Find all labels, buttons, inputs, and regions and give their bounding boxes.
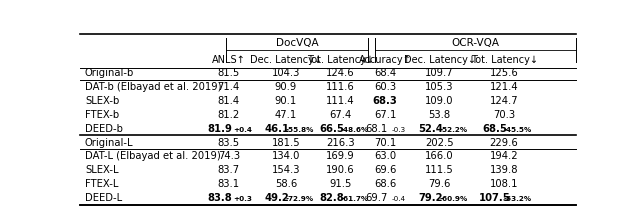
Text: Tot. Latency↓: Tot. Latency↓ <box>470 55 538 65</box>
Text: 90.9: 90.9 <box>275 82 297 92</box>
Text: SLEX-L: SLEX-L <box>85 165 118 175</box>
Text: SLEX-b: SLEX-b <box>85 96 119 106</box>
Text: DAT-L (Elbayad et al. 2019): DAT-L (Elbayad et al. 2019) <box>85 152 221 161</box>
Text: 46.1: 46.1 <box>264 124 289 134</box>
Text: 68.1: 68.1 <box>365 124 387 134</box>
Text: -0.4: -0.4 <box>392 196 406 202</box>
Text: 69.7: 69.7 <box>365 193 387 203</box>
Text: -0.3: -0.3 <box>392 127 406 133</box>
Text: 216.3: 216.3 <box>326 138 355 148</box>
Text: 83.7: 83.7 <box>218 165 240 175</box>
Text: DEED-L: DEED-L <box>85 193 122 203</box>
Text: 66.5: 66.5 <box>319 124 344 134</box>
Text: 111.6: 111.6 <box>326 82 355 92</box>
Text: 166.0: 166.0 <box>426 152 454 161</box>
Text: 91.5: 91.5 <box>329 179 351 189</box>
Text: -61.7%: -61.7% <box>340 196 369 202</box>
Text: 105.3: 105.3 <box>426 82 454 92</box>
Text: -48.6%: -48.6% <box>340 127 369 133</box>
Text: Accuracy↑: Accuracy↑ <box>358 55 412 65</box>
Text: 81.4: 81.4 <box>218 96 240 106</box>
Text: 58.6: 58.6 <box>275 179 297 189</box>
Text: -72.9%: -72.9% <box>285 196 314 202</box>
Text: 109.7: 109.7 <box>426 69 454 78</box>
Text: -52.2%: -52.2% <box>440 127 468 133</box>
Text: DAT-b (Elbayad et al. 2019): DAT-b (Elbayad et al. 2019) <box>85 82 221 92</box>
Text: 67.1: 67.1 <box>374 110 396 120</box>
Text: 154.3: 154.3 <box>271 165 300 175</box>
Text: 74.3: 74.3 <box>218 152 240 161</box>
Text: -53.2%: -53.2% <box>504 196 532 202</box>
Text: 190.6: 190.6 <box>326 165 355 175</box>
Text: -45.5%: -45.5% <box>504 127 532 133</box>
Text: 139.8: 139.8 <box>490 165 518 175</box>
Text: 82.8: 82.8 <box>319 193 344 203</box>
Text: 69.6: 69.6 <box>374 165 396 175</box>
Text: +0.3: +0.3 <box>233 196 252 202</box>
Text: 108.1: 108.1 <box>490 179 518 189</box>
Text: 81.9: 81.9 <box>207 124 232 134</box>
Text: 124.6: 124.6 <box>326 69 355 78</box>
Text: 68.5: 68.5 <box>483 124 508 134</box>
Text: 111.4: 111.4 <box>326 96 355 106</box>
Text: 125.6: 125.6 <box>490 69 518 78</box>
Text: 109.0: 109.0 <box>426 96 454 106</box>
Text: 53.8: 53.8 <box>429 110 451 120</box>
Text: 83.1: 83.1 <box>218 179 240 189</box>
Text: 68.3: 68.3 <box>372 96 397 106</box>
Text: 70.3: 70.3 <box>493 110 515 120</box>
Text: 60.3: 60.3 <box>374 82 396 92</box>
Text: 194.2: 194.2 <box>490 152 518 161</box>
Text: OCR-VQA: OCR-VQA <box>452 38 500 48</box>
Text: 63.0: 63.0 <box>374 152 396 161</box>
Text: DocVQA: DocVQA <box>276 38 318 48</box>
Text: FTEX-L: FTEX-L <box>85 179 118 189</box>
Text: 79.2: 79.2 <box>419 193 443 203</box>
Text: -55.8%: -55.8% <box>285 127 314 133</box>
Text: FTEX-b: FTEX-b <box>85 110 119 120</box>
Text: 181.5: 181.5 <box>271 138 300 148</box>
Text: 90.1: 90.1 <box>275 96 297 106</box>
Text: 104.3: 104.3 <box>271 69 300 78</box>
Text: 134.0: 134.0 <box>271 152 300 161</box>
Text: 52.4: 52.4 <box>418 124 443 134</box>
Text: 49.2: 49.2 <box>264 193 289 203</box>
Text: Original-b: Original-b <box>85 69 134 78</box>
Text: ANLS↑: ANLS↑ <box>212 55 246 65</box>
Text: Original-L: Original-L <box>85 138 134 148</box>
Text: +0.4: +0.4 <box>233 127 252 133</box>
Text: 124.7: 124.7 <box>490 96 518 106</box>
Text: 229.6: 229.6 <box>490 138 518 148</box>
Text: 67.4: 67.4 <box>329 110 351 120</box>
Text: 169.9: 169.9 <box>326 152 355 161</box>
Text: 83.8: 83.8 <box>207 193 232 203</box>
Text: 68.6: 68.6 <box>374 179 396 189</box>
Text: Tot. Latency↓: Tot. Latency↓ <box>307 55 374 65</box>
Text: Dec. Latency↓: Dec. Latency↓ <box>404 55 476 65</box>
Text: Dec. Latency↓: Dec. Latency↓ <box>250 55 322 65</box>
Text: 81.5: 81.5 <box>218 69 240 78</box>
Text: 71.4: 71.4 <box>218 82 240 92</box>
Text: 47.1: 47.1 <box>275 110 297 120</box>
Text: DEED-b: DEED-b <box>85 124 123 134</box>
Text: 79.6: 79.6 <box>428 179 451 189</box>
Text: 83.5: 83.5 <box>218 138 240 148</box>
Text: 68.4: 68.4 <box>374 69 396 78</box>
Text: 121.4: 121.4 <box>490 82 518 92</box>
Text: 70.1: 70.1 <box>374 138 396 148</box>
Text: -60.9%: -60.9% <box>440 196 468 202</box>
Text: 81.2: 81.2 <box>218 110 240 120</box>
Text: 107.5: 107.5 <box>479 193 511 203</box>
Text: 111.5: 111.5 <box>425 165 454 175</box>
Text: 202.5: 202.5 <box>426 138 454 148</box>
